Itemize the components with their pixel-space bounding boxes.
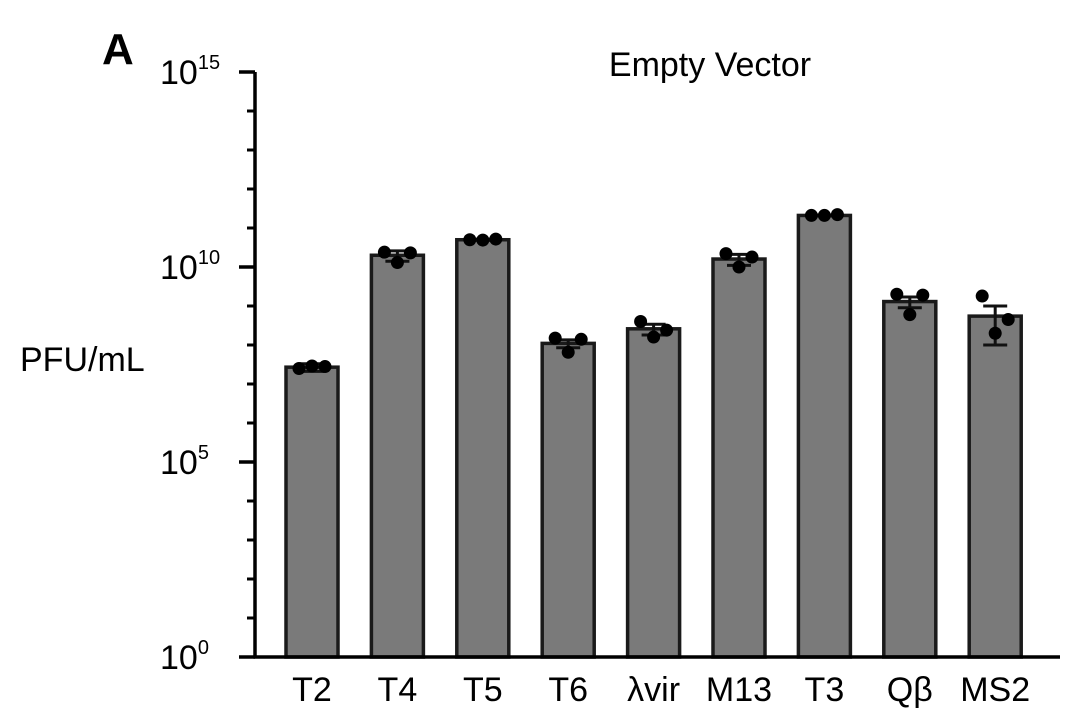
y-axis-label: PFU/mL [20,341,145,379]
data-point [719,247,733,261]
data-point-series [292,208,1015,375]
data-point [732,260,746,274]
y-tick-label: 100 [160,637,209,677]
y-major-ticks [239,70,255,659]
data-point [988,326,1002,340]
bar [540,341,596,659]
x-category-labels: T2 T4 T5 T6 λvir M13 T3 Qβ MS2 [292,671,1030,709]
data-point [403,246,417,260]
data-point [548,331,562,345]
chart-title: Empty Vector [609,46,811,84]
x-category-label: Qβ [887,671,933,709]
data-point [890,287,904,301]
data-point [476,233,490,247]
data-point [975,289,989,303]
x-category-label: T4 [378,671,418,709]
y-tick-label: 1015 [160,52,220,92]
data-point [903,308,917,322]
data-point [745,250,759,264]
y-tick-base: 10 [160,639,198,677]
bar [796,213,853,659]
data-point [1001,313,1015,327]
bar [284,365,340,659]
x-category-label: T6 [548,671,588,709]
bar [455,237,511,659]
x-category-label: T2 [292,671,332,709]
data-point [574,332,588,346]
x-category-label: T3 [805,671,845,709]
bar [967,314,1023,659]
data-point [318,360,332,374]
x-category-label: M13 [706,671,772,709]
bar [369,253,426,659]
y-tick-base: 10 [160,249,198,287]
data-point [804,208,818,222]
y-tick-label: 105 [160,442,209,482]
data-point [305,359,319,373]
data-point [292,361,306,375]
data-point [489,232,503,246]
x-category-label: λvir [627,671,680,709]
y-tick-base: 10 [160,444,198,482]
panel-label: A [102,25,134,74]
data-point [463,233,477,247]
data-point [377,245,391,259]
data-point [647,330,661,344]
data-point [830,208,844,222]
y-tick-exponent: 15 [198,52,220,74]
data-point [634,315,648,329]
data-point [561,345,575,359]
y-tick-exponent: 5 [198,442,209,464]
data-point [390,256,404,270]
x-category-label: T5 [463,671,503,709]
y-tick-exponent: 0 [198,637,209,659]
bar [625,327,682,659]
y-tick-label: 1010 [160,247,220,287]
data-point [916,288,930,302]
bar [882,299,938,659]
data-point [660,323,674,337]
data-point [817,208,831,222]
y-tick-exponent: 10 [198,247,220,269]
bar [711,257,767,659]
bar-series [284,213,1023,659]
y-tick-base: 10 [160,54,198,92]
x-category-label: MS2 [960,671,1030,709]
